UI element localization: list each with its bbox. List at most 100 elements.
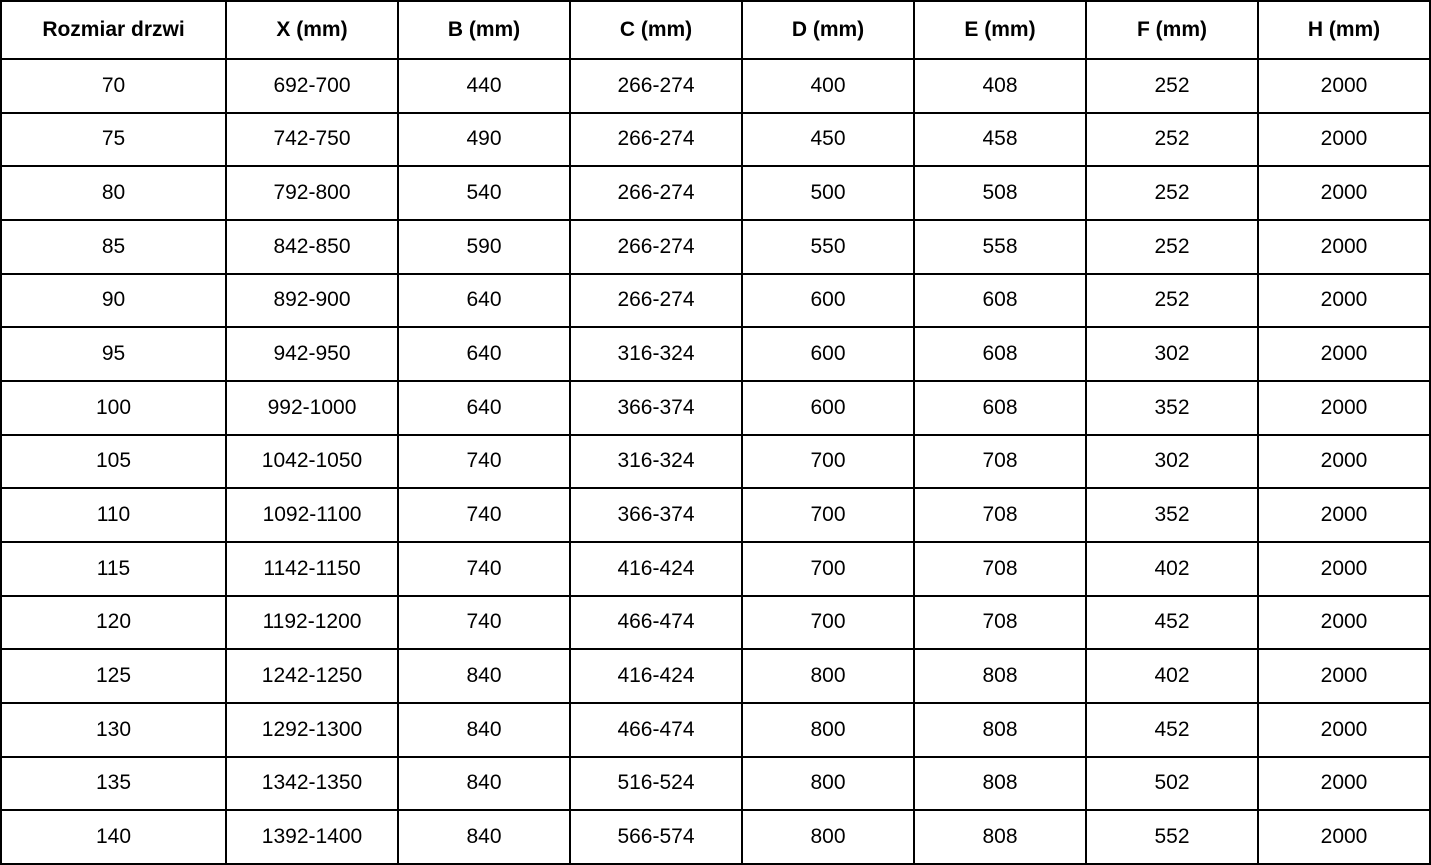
- table-cell: 800: [741, 809, 915, 865]
- table-row: 110 1092-1100 740 366-374 700 708 352 2000: [0, 487, 1431, 543]
- table-cell: 608: [913, 379, 1087, 436]
- table-cell: 566-574: [569, 809, 743, 865]
- table-cell: 740: [397, 487, 571, 543]
- table-cell: 640: [397, 272, 571, 329]
- table-cell: 2000: [1257, 594, 1431, 651]
- table-cell: 740: [397, 433, 571, 490]
- table-cell: 440: [397, 58, 571, 114]
- table-cell: 808: [913, 701, 1087, 758]
- table-row: 140 1392-1400 840 566-574 800 808 552 2000: [0, 809, 1431, 865]
- table-cell: 2000: [1257, 165, 1431, 221]
- table-cell: 2000: [1257, 540, 1431, 597]
- table-cell: 466-474: [569, 701, 743, 758]
- table-row: 130 1292-1300 840 466-474 800 808 452 2000: [0, 701, 1431, 758]
- table-cell: 75: [0, 111, 227, 168]
- table-cell: 708: [913, 540, 1087, 597]
- table-cell: 266-274: [569, 111, 743, 168]
- table-cell: 700: [741, 594, 915, 651]
- table-cell: 808: [913, 809, 1087, 865]
- table-cell: 120: [0, 594, 227, 651]
- table-cell: 70: [0, 58, 227, 114]
- table-cell: 840: [397, 755, 571, 812]
- table-cell: 402: [1085, 648, 1259, 704]
- table-cell: 1392-1400: [225, 809, 399, 865]
- table-cell: 2000: [1257, 755, 1431, 812]
- table-cell: 558: [913, 218, 1087, 275]
- table-cell: 2000: [1257, 433, 1431, 490]
- table-cell: 85: [0, 218, 227, 275]
- column-header-x-mm: X (mm): [225, 0, 399, 60]
- table-cell: 402: [1085, 540, 1259, 597]
- table-cell: 942-950: [225, 326, 399, 382]
- table-cell: 466-474: [569, 594, 743, 651]
- table-cell: 840: [397, 809, 571, 865]
- table-cell: 992-1000: [225, 379, 399, 436]
- table-row: 115 1142-1150 740 416-424 700 708 402 2000: [0, 540, 1431, 597]
- table-cell: 800: [741, 701, 915, 758]
- table-cell: 640: [397, 379, 571, 436]
- table-row: 135 1342-1350 840 516-524 800 808 502 2000: [0, 755, 1431, 812]
- table-cell: 302: [1085, 326, 1259, 382]
- table-cell: 352: [1085, 379, 1259, 436]
- table-row: 70 692-700 440 266-274 400 408 252 2000: [0, 58, 1431, 114]
- table-cell: 808: [913, 648, 1087, 704]
- table-cell: 252: [1085, 218, 1259, 275]
- table-cell: 1142-1150: [225, 540, 399, 597]
- table-cell: 416-424: [569, 648, 743, 704]
- table-cell: 135: [0, 755, 227, 812]
- table-body: 70 692-700 440 266-274 400 408 252 2000 75 742-75…: [0, 58, 1431, 865]
- table-cell: 608: [913, 326, 1087, 382]
- table-cell: 1342-1350: [225, 755, 399, 812]
- table-cell: 125: [0, 648, 227, 704]
- column-header-e-mm: E (mm): [913, 0, 1087, 60]
- column-header-c-mm: C (mm): [569, 0, 743, 60]
- table-row: 125 1242-1250 840 416-424 800 808 402 2000: [0, 648, 1431, 704]
- table-cell: 130: [0, 701, 227, 758]
- table-cell: 2000: [1257, 326, 1431, 382]
- table-cell: 266-274: [569, 58, 743, 114]
- table-cell: 1292-1300: [225, 701, 399, 758]
- column-header-d-mm: D (mm): [741, 0, 915, 60]
- table-cell: 800: [741, 648, 915, 704]
- table-row: 120 1192-1200 740 466-474 700 708 452 2000: [0, 594, 1431, 651]
- table-row: 95 942-950 640 316-324 600 608 302 2000: [0, 326, 1431, 382]
- table-cell: 266-274: [569, 165, 743, 221]
- table-cell: 2000: [1257, 379, 1431, 436]
- table-cell: 540: [397, 165, 571, 221]
- table-cell: 2000: [1257, 648, 1431, 704]
- table-cell: 105: [0, 433, 227, 490]
- table-cell: 708: [913, 594, 1087, 651]
- table-cell: 2000: [1257, 58, 1431, 114]
- table-cell: 500: [741, 165, 915, 221]
- table-cell: 450: [741, 111, 915, 168]
- table-cell: 458: [913, 111, 1087, 168]
- table-row: 80 792-800 540 266-274 500 508 252 2000: [0, 165, 1431, 221]
- table-cell: 80: [0, 165, 227, 221]
- table-cell: 490: [397, 111, 571, 168]
- table-cell: 708: [913, 433, 1087, 490]
- table-cell: 302: [1085, 433, 1259, 490]
- table-cell: 700: [741, 487, 915, 543]
- table-cell: 700: [741, 540, 915, 597]
- table-cell: 115: [0, 540, 227, 597]
- table-cell: 2000: [1257, 701, 1431, 758]
- table-cell: 600: [741, 272, 915, 329]
- table-cell: 352: [1085, 487, 1259, 543]
- table-cell: 608: [913, 272, 1087, 329]
- table-cell: 740: [397, 594, 571, 651]
- table-cell: 550: [741, 218, 915, 275]
- column-header-b-mm: B (mm): [397, 0, 571, 60]
- column-header-h-mm: H (mm): [1257, 0, 1431, 60]
- table-cell: 90: [0, 272, 227, 329]
- table-row: 85 842-850 590 266-274 550 558 252 2000: [0, 218, 1431, 275]
- table-row: 100 992-1000 640 366-374 600 608 352 2000: [0, 379, 1431, 436]
- table-cell: 600: [741, 379, 915, 436]
- table-cell: 892-900: [225, 272, 399, 329]
- table-cell: 508: [913, 165, 1087, 221]
- table-cell: 400: [741, 58, 915, 114]
- table-cell: 600: [741, 326, 915, 382]
- table-cell: 590: [397, 218, 571, 275]
- table-cell: 792-800: [225, 165, 399, 221]
- table-cell: 2000: [1257, 487, 1431, 543]
